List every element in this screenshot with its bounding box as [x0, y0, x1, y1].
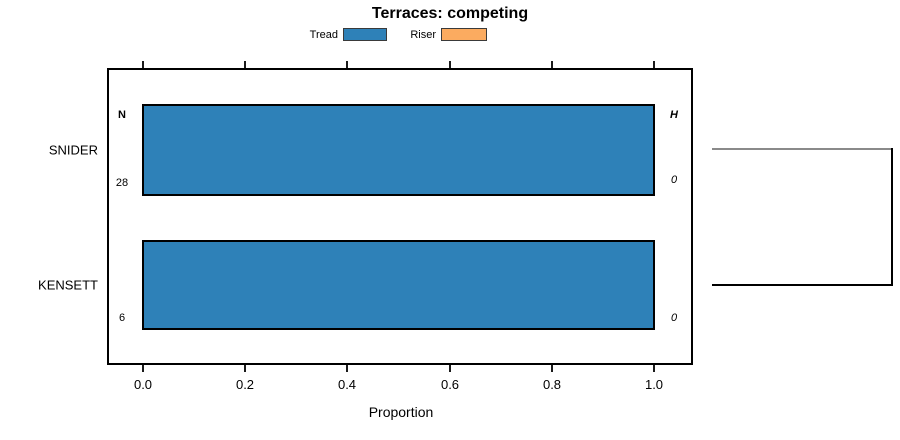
legend-swatch-tread: [343, 28, 387, 41]
x-tick-bottom: [244, 365, 246, 372]
category-label-snider: SNIDER: [48, 142, 98, 158]
x-tick-label: 0.6: [440, 377, 460, 392]
x-tick-bottom: [449, 365, 451, 372]
bar-snider-tread: [142, 104, 655, 196]
x-tick-top: [653, 61, 655, 68]
col-header-h: H: [670, 109, 678, 121]
x-tick-label: 0.8: [542, 377, 562, 392]
x-tick-bottom: [551, 365, 553, 372]
x-tick-label: 0.0: [133, 377, 153, 392]
x-tick-top: [449, 61, 451, 68]
bar-kensett-tread: [142, 240, 655, 330]
value-h-kensett: 0: [670, 312, 678, 324]
x-tick-bottom: [142, 365, 144, 372]
legend-swatch-riser: [441, 28, 487, 41]
bracket-vertical-line: [891, 148, 893, 286]
x-tick-label: 0.4: [337, 377, 357, 392]
legend-label-tread: Tread: [309, 29, 338, 41]
bracket-bottom-line: [712, 284, 893, 286]
legend-label-riser: Riser: [410, 29, 436, 41]
category-label-kensett: KENSETT: [38, 277, 98, 293]
x-tick-label: 1.0: [644, 377, 664, 392]
chart-title: Terraces: competing: [371, 5, 529, 22]
x-axis-label: Proportion: [368, 404, 434, 420]
x-tick-bottom: [653, 365, 655, 372]
value-h-snider: 0: [670, 174, 678, 186]
col-header-n: N: [118, 109, 126, 121]
value-n-kensett: 6: [118, 312, 126, 324]
x-tick-top: [142, 61, 144, 68]
value-n-snider: 28: [115, 177, 129, 189]
x-tick-top: [346, 61, 348, 68]
x-tick-top: [551, 61, 553, 68]
x-tick-bottom: [346, 365, 348, 372]
x-tick-top: [244, 61, 246, 68]
x-tick-label: 0.2: [235, 377, 255, 392]
bracket-top-line: [712, 148, 893, 150]
